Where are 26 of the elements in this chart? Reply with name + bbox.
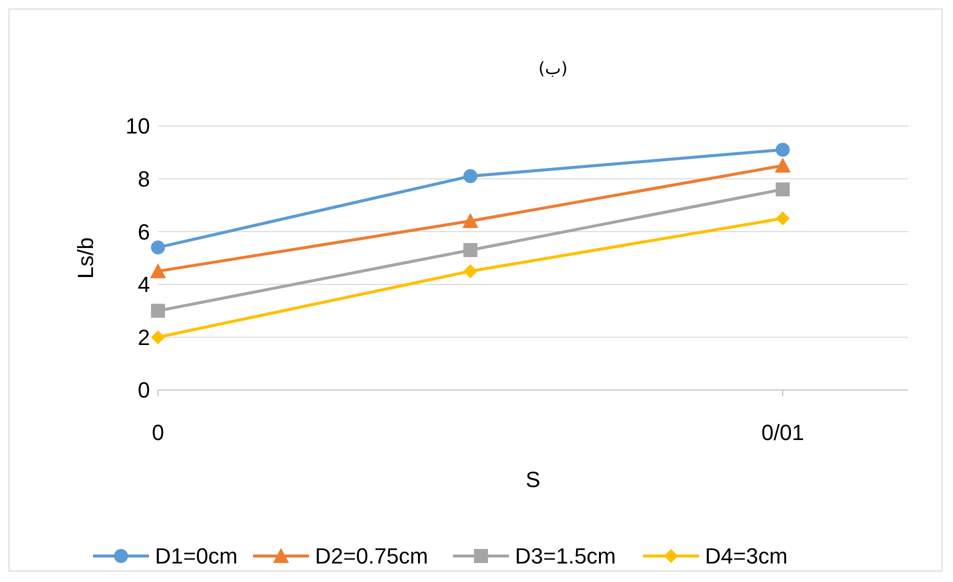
y-tick-label: 8 xyxy=(138,166,150,192)
y-tick-label: 10 xyxy=(126,114,150,139)
point xyxy=(776,211,790,226)
point xyxy=(463,264,478,278)
point xyxy=(462,213,478,228)
y-axis-title: Ls/b xyxy=(73,237,98,279)
legend-label: D3=1.5cm xyxy=(515,544,616,569)
x-axis-title: S xyxy=(526,467,540,492)
point xyxy=(151,240,165,254)
legend-label: D2=0.75cm xyxy=(315,544,428,569)
chart-title: (ب) xyxy=(538,59,568,79)
y-tick-label: 4 xyxy=(138,272,150,298)
legend-label: D4=3cm xyxy=(705,544,788,569)
point xyxy=(774,158,791,173)
x-tick-label: 0/01 xyxy=(761,420,804,445)
point xyxy=(151,304,165,318)
point xyxy=(463,243,478,258)
y-tick-label: 2 xyxy=(138,324,150,350)
point xyxy=(776,142,790,157)
legend-label: D1=0cm xyxy=(155,544,238,569)
point xyxy=(151,330,165,344)
point xyxy=(150,263,166,278)
y-tick-label: 6 xyxy=(138,219,150,244)
point xyxy=(463,169,478,184)
point xyxy=(776,182,790,196)
y-tick-label: 0 xyxy=(138,378,150,403)
